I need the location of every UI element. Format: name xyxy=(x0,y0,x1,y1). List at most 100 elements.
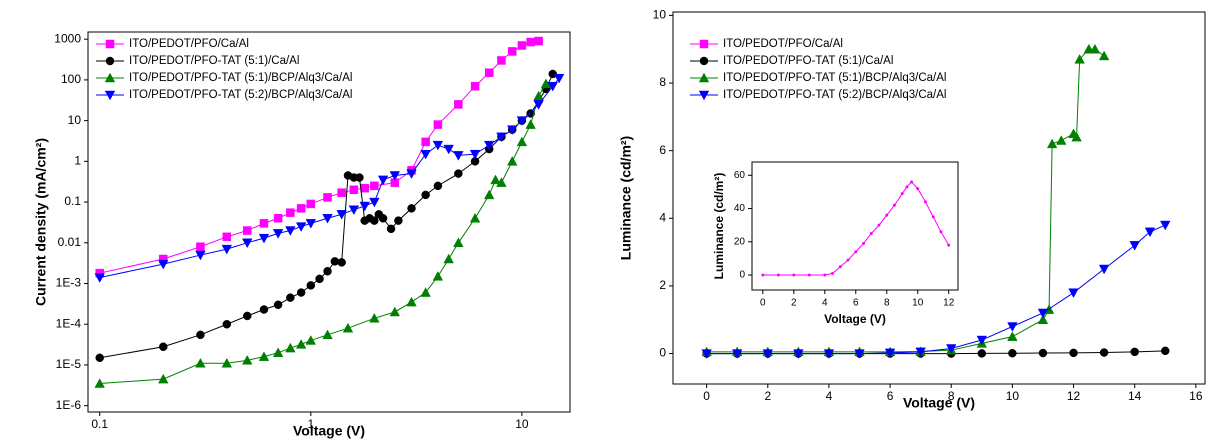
marker xyxy=(516,116,528,126)
marker xyxy=(285,226,296,236)
marker xyxy=(323,193,332,202)
x-tick-label: 2 xyxy=(764,389,771,403)
y-tick-label: 20 xyxy=(734,236,746,247)
marker xyxy=(105,56,115,66)
legend-label: ITO/PEDOT/PFO/Ca/Al xyxy=(723,38,843,50)
x-tick-label: 16 xyxy=(1189,389,1203,403)
marker xyxy=(95,353,104,363)
marker xyxy=(497,56,506,65)
marker xyxy=(854,349,865,359)
marker xyxy=(1068,288,1079,299)
marker xyxy=(369,197,380,208)
x-tick-label: 14 xyxy=(1128,389,1142,403)
legend-label: ITO/PEDOT/PFO-TAT (5:2)/BCP/Alq3/Ca/Al xyxy=(129,89,352,101)
y-tick-label: 4 xyxy=(659,210,666,224)
marker xyxy=(854,250,858,254)
marker xyxy=(158,259,169,270)
y-tick-label: 1000 xyxy=(54,31,81,45)
x-tick-label: 0 xyxy=(760,298,766,309)
marker xyxy=(322,329,333,340)
marker xyxy=(295,222,307,232)
marker xyxy=(104,72,116,83)
marker xyxy=(242,355,253,365)
marker xyxy=(1008,348,1017,358)
y-tick-label: 0.01 xyxy=(58,235,82,249)
legend-label: ITO/PEDOT/PFO-TAT (5:1)/Ca/Al xyxy=(723,55,893,67)
marker xyxy=(286,208,295,217)
marker xyxy=(534,36,543,46)
marker xyxy=(242,238,253,249)
marker xyxy=(976,335,988,346)
y-tick-label: 10 xyxy=(653,8,667,22)
legend-label: ITO/PEDOT/PFO-TAT (5:1)/BCP/Alq3/Ca/Al xyxy=(129,72,352,84)
marker xyxy=(389,306,401,317)
x-tick-label: 10 xyxy=(1006,389,1020,403)
marker xyxy=(348,205,360,216)
marker xyxy=(496,177,507,187)
y-tick-label: 60 xyxy=(734,170,746,181)
marker xyxy=(483,140,495,151)
marker xyxy=(259,219,269,228)
marker xyxy=(884,348,896,359)
marker xyxy=(507,156,518,166)
plot-area xyxy=(94,36,565,388)
marker xyxy=(526,109,535,118)
y-tick-label: 1E-4 xyxy=(56,316,82,330)
marker xyxy=(731,349,743,359)
x-tick-label: 4 xyxy=(822,298,828,309)
marker xyxy=(915,347,926,358)
marker xyxy=(946,344,957,354)
marker xyxy=(158,373,169,384)
marker xyxy=(885,213,889,217)
marker xyxy=(454,169,463,178)
marker xyxy=(285,342,296,353)
marker xyxy=(258,351,270,361)
marker xyxy=(453,237,464,248)
marker xyxy=(526,37,535,47)
marker xyxy=(378,214,388,223)
marker xyxy=(105,39,115,49)
marker xyxy=(407,204,416,213)
x-tick-label: 6 xyxy=(887,389,894,403)
marker xyxy=(947,243,951,247)
x-tick-label: 1 xyxy=(307,417,314,431)
x-tick-label: 4 xyxy=(826,389,833,403)
marker xyxy=(900,192,904,196)
marker xyxy=(305,219,317,229)
marker xyxy=(323,267,332,276)
marker xyxy=(484,68,494,77)
marker xyxy=(336,210,347,220)
marker xyxy=(846,258,850,262)
marker xyxy=(94,273,105,283)
marker xyxy=(296,288,306,297)
x-tick-label: 8 xyxy=(884,298,890,309)
marker xyxy=(273,214,283,223)
marker xyxy=(389,171,401,181)
marker xyxy=(355,173,364,182)
marker xyxy=(792,273,796,277)
marker xyxy=(1074,54,1085,64)
plot-frame xyxy=(751,161,959,291)
x-tick-label: 10 xyxy=(912,298,924,309)
marker xyxy=(496,132,507,143)
marker xyxy=(1144,227,1156,238)
marker xyxy=(196,330,205,340)
y-tick-label: 2 xyxy=(659,278,666,292)
marker xyxy=(1099,348,1109,357)
marker xyxy=(342,322,354,333)
series-line xyxy=(99,83,547,385)
y-tick-label: 6 xyxy=(659,143,666,157)
marker xyxy=(349,185,359,195)
marker xyxy=(306,199,316,209)
marker xyxy=(861,241,866,246)
marker xyxy=(259,305,269,314)
plot-frame xyxy=(672,11,1206,385)
marker xyxy=(104,90,116,101)
marker xyxy=(1089,43,1101,54)
plot-frame xyxy=(87,31,571,413)
series-line xyxy=(99,77,560,279)
marker xyxy=(195,357,206,368)
marker xyxy=(793,349,804,359)
marker xyxy=(454,100,463,109)
